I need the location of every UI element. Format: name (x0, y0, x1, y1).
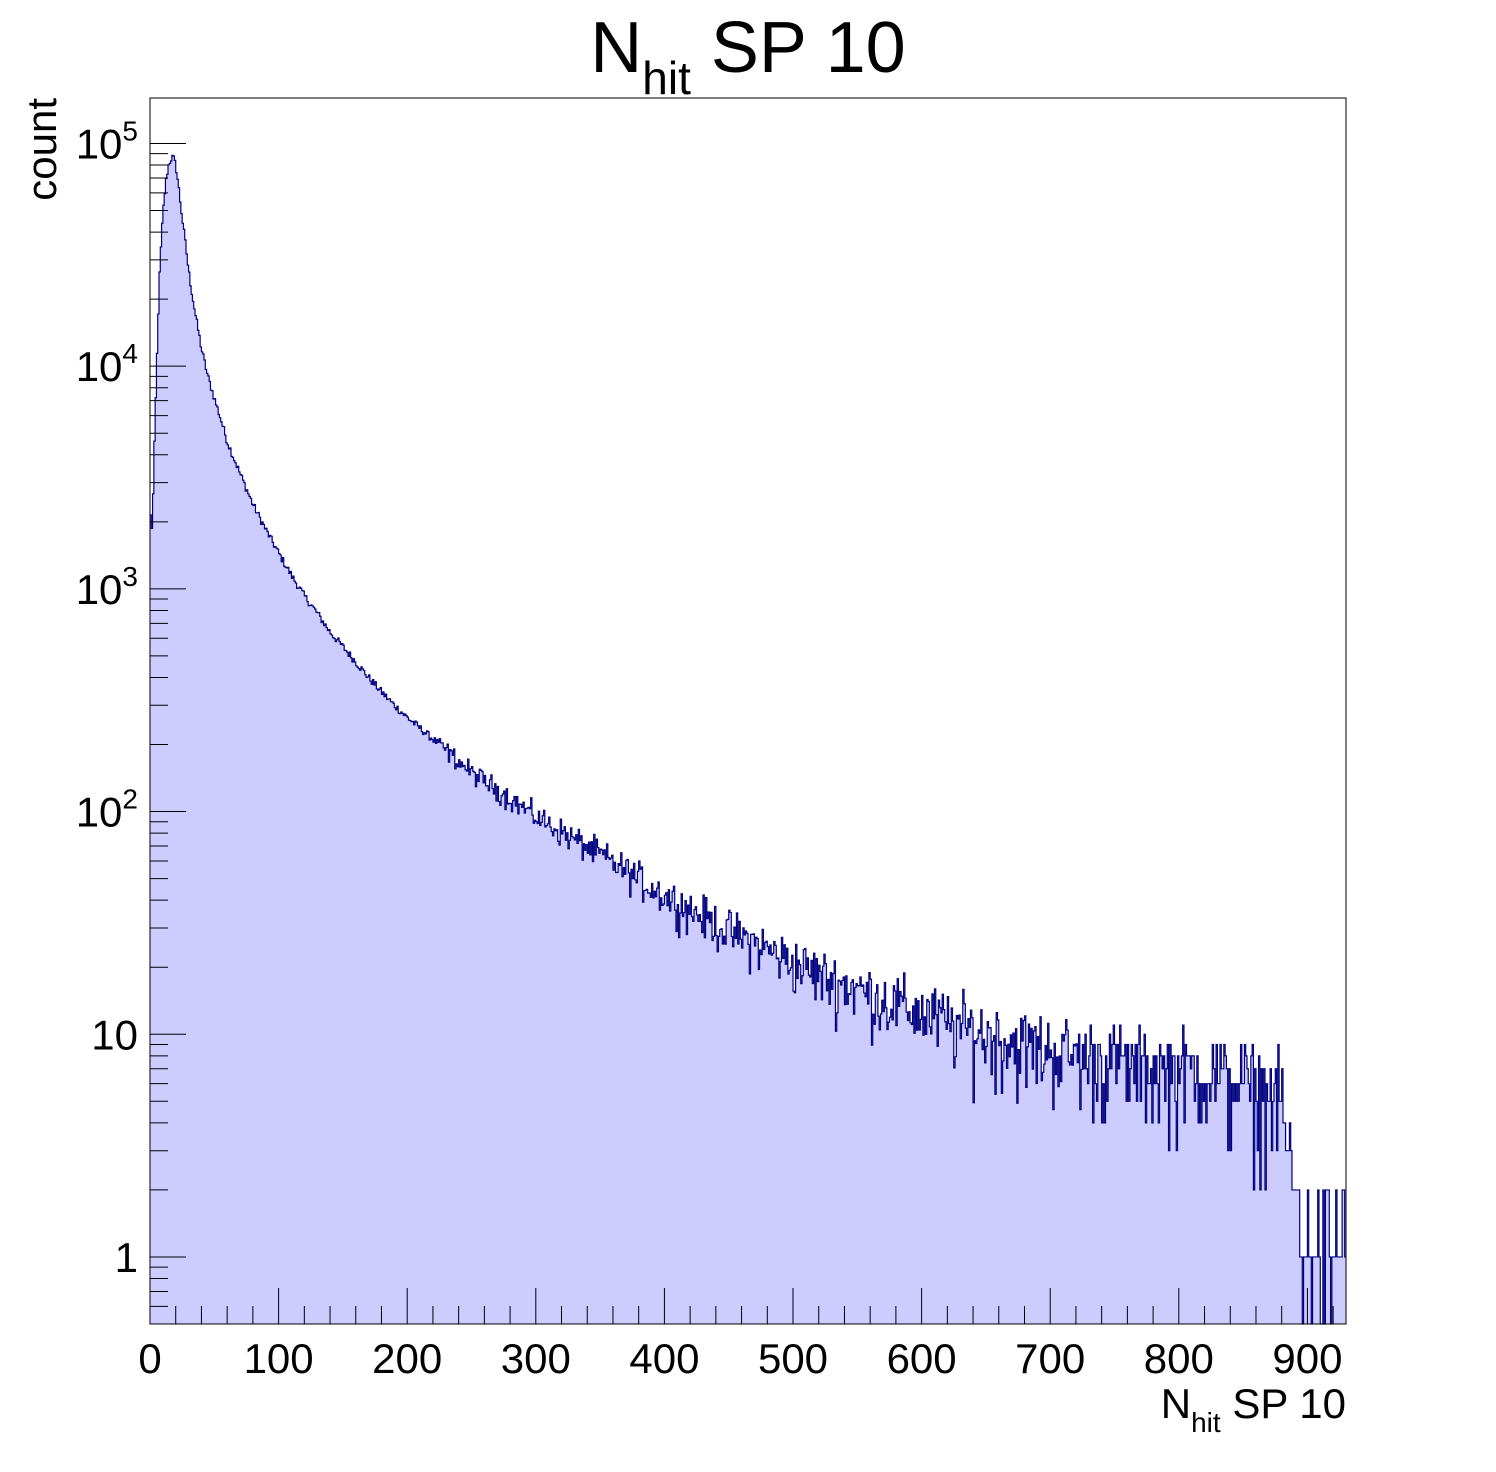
histogram-outline (150, 154, 1346, 1325)
y-tick-label: 10 (91, 1011, 138, 1058)
x-tick-label: 200 (372, 1335, 442, 1382)
plot-frame (149, 97, 1347, 1325)
x-axis: 0 100 200 300 400 500 600 700 800 900 (138, 1288, 1342, 1382)
y-tick-label: 1 (115, 1234, 138, 1281)
x-tick-label: 800 (1144, 1335, 1214, 1382)
x-axis-title: Nhit SP 10 (1161, 1380, 1346, 1438)
y-axis-title: count (18, 98, 65, 201)
histogram-fill (150, 155, 1346, 1324)
x-tick-label: 900 (1272, 1335, 1342, 1382)
x-tick-label: 400 (629, 1335, 699, 1382)
chart-title: Nhit SP 10 (590, 8, 905, 104)
y-tick-label: 104 (76, 338, 138, 390)
x-tick-label: 600 (887, 1335, 957, 1382)
y-tick-label: 103 (76, 561, 138, 613)
y-tick-label: 105 (76, 115, 138, 167)
y-tick-label: 102 (76, 784, 138, 836)
x-tick-label: 0 (138, 1335, 161, 1382)
x-tick-label: 300 (501, 1335, 571, 1382)
x-tick-label: 500 (758, 1335, 828, 1382)
x-tick-label: 700 (1015, 1335, 1085, 1382)
x-tick-label: 100 (244, 1335, 314, 1382)
y-axis: 1 10 102 103 104 105 (76, 115, 186, 1325)
plot-area (149, 97, 1347, 1325)
